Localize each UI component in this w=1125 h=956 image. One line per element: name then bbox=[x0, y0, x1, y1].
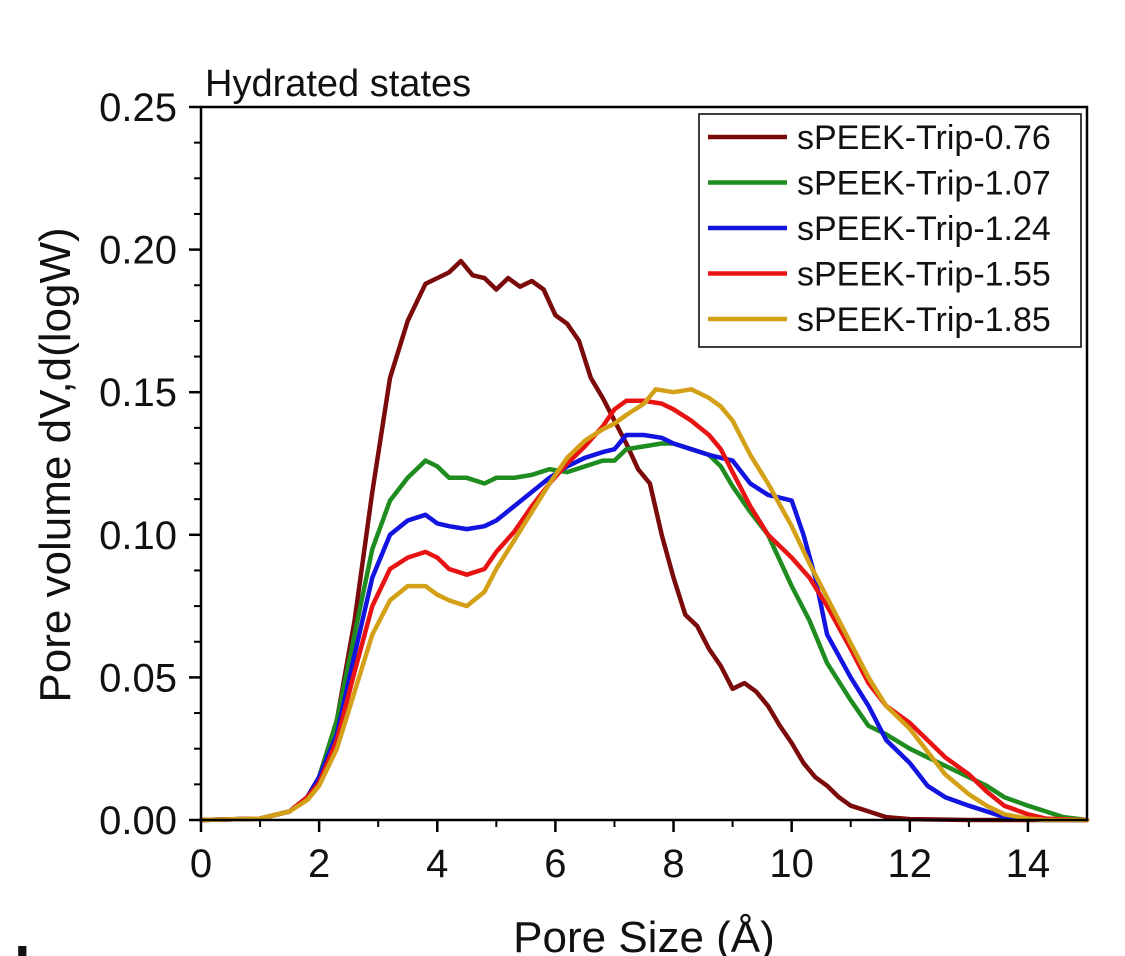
x-tick-label: 2 bbox=[308, 842, 330, 886]
series-line-1 bbox=[198, 258, 1090, 823]
chart-title: Hydrated states bbox=[205, 63, 471, 105]
y-tick-label: 0.20 bbox=[99, 229, 177, 273]
axes-layer: 0 2 4 6 8 10 12 14 0.00 0.05 0.10 0.15 0.20 0.25 bbox=[99, 86, 1089, 886]
series-layer bbox=[198, 258, 1090, 823]
x-tick-label: 8 bbox=[662, 842, 684, 886]
y-tick-label: 0.15 bbox=[99, 371, 177, 415]
y-axis-title: Pore volume dV,d(logW) bbox=[31, 227, 80, 702]
y-tick-label: 0.25 bbox=[99, 86, 177, 130]
x-axis-title: Pore Size (Å) bbox=[513, 913, 775, 956]
y-tick-label: 0.10 bbox=[99, 514, 177, 558]
series-line-5 bbox=[198, 387, 1090, 823]
legend: sPEEK-Trip-0.76 sPEEK-Trip-1.07 sPEEK-Trip… bbox=[698, 113, 1082, 348]
series-line-3 bbox=[198, 432, 1090, 823]
x-tick-label: 10 bbox=[769, 842, 814, 886]
x-tick-label: 14 bbox=[1006, 842, 1051, 886]
x-tick-label: 0 bbox=[190, 842, 212, 886]
series-line-2 bbox=[198, 441, 1090, 823]
legend-label-4: sPEEK-Trip-1.55 bbox=[797, 256, 1051, 294]
legend-label-1: sPEEK-Trip-0.76 bbox=[797, 119, 1051, 157]
y-tick-label: 0.00 bbox=[99, 799, 177, 843]
legend-box bbox=[698, 113, 1082, 348]
x-tick-label: 4 bbox=[426, 842, 448, 886]
series-line-4 bbox=[198, 398, 1090, 823]
legend-label-5: sPEEK-Trip-1.85 bbox=[797, 301, 1051, 339]
x-tick-label: 6 bbox=[544, 842, 566, 886]
x-tick-label: 12 bbox=[888, 842, 933, 886]
panel-label: b bbox=[14, 936, 51, 956]
legend-label-3: sPEEK-Trip-1.24 bbox=[797, 210, 1051, 248]
y-tick-label: 0.05 bbox=[99, 656, 177, 700]
legend-label-2: sPEEK-Trip-1.07 bbox=[797, 165, 1051, 203]
